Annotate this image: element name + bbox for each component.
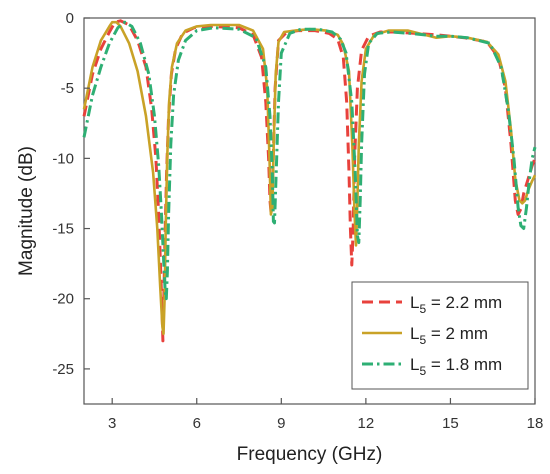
x-tick-label: 6: [193, 415, 201, 432]
legend-label-2: L5 = 2 mm: [410, 324, 488, 347]
legend-box: [351, 281, 529, 390]
x-tick-label: 18: [527, 415, 544, 432]
plot-frame: [83, 17, 536, 405]
y-axis-title: Magnitude (dB): [16, 146, 37, 276]
y-tick-label: -5: [61, 80, 74, 97]
legend-label-3: L5 = 1.8 mm: [410, 355, 502, 378]
y-tick-label: -25: [52, 361, 74, 378]
legend-label-base: L: [410, 355, 419, 374]
y-tick-label: 0: [66, 10, 74, 27]
legend-label-base: L: [410, 293, 419, 312]
ticks-layer: 3 6 9 12 15 18 0 -5 -10 -15 -20 -25: [52, 10, 543, 432]
legend-label-1: L5 = 2.2 mm: [410, 293, 502, 316]
series-layer: [82, 19, 537, 343]
series-line-3: [82, 20, 537, 301]
y-tick-label: -10: [52, 150, 74, 167]
legend-label-rest: = 1.8 mm: [426, 355, 502, 374]
legend-label-base: L: [410, 324, 419, 343]
x-tick-label: 9: [277, 415, 285, 432]
y-tick-label: -15: [52, 221, 74, 238]
x-tick-label: 3: [108, 415, 116, 432]
y-tick-label: -20: [52, 291, 74, 308]
x-axis-title: Frequency (GHz): [237, 444, 383, 465]
x-tick-label: 15: [442, 415, 459, 432]
legend-label-rest: = 2 mm: [426, 324, 488, 343]
x-tick-label: 12: [358, 415, 375, 432]
legend-label-subscript: 5: [419, 302, 426, 316]
legend-label-subscript: 5: [419, 364, 426, 378]
legend-label-rest: = 2.2 mm: [426, 293, 502, 312]
legend-label-subscript: 5: [419, 333, 426, 347]
